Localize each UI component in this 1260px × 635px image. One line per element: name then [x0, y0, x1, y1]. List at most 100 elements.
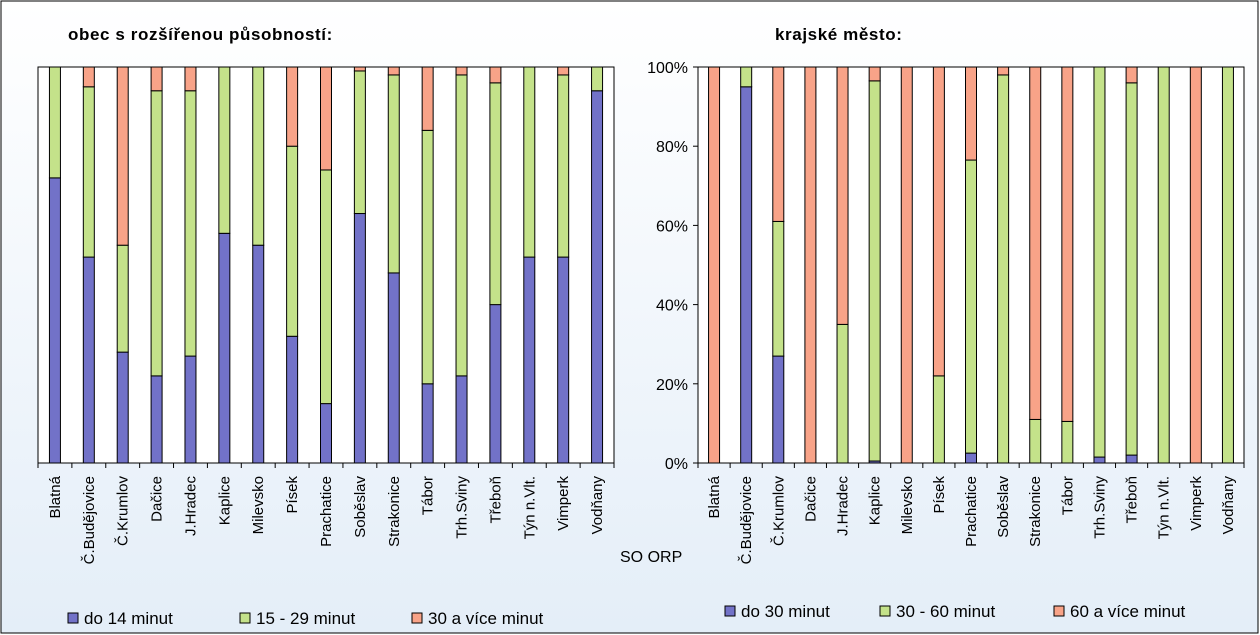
bar-segment: [82, 66, 95, 88]
bar-segment: [1061, 420, 1074, 464]
bar-segment: [455, 74, 468, 377]
bar-segment: [708, 66, 721, 464]
x-tick-label: Č.Budějovice: [81, 476, 98, 564]
bar-segment: [1125, 454, 1138, 464]
bar-segment: [997, 66, 1010, 76]
bar-segment: [772, 66, 785, 222]
bar-segment: [184, 355, 197, 464]
chart-left: obec s rozšířenou působností: Blatná Č.Bu…: [37, 25, 615, 628]
chart-right-title: krajské město:: [775, 25, 902, 44]
bar-segment: [1029, 418, 1042, 464]
bar-segment: [421, 383, 434, 464]
y-tick-label: 20%: [656, 377, 688, 394]
bar-segment: [868, 66, 881, 82]
x-tick-label: J.Hradec: [183, 476, 200, 537]
legend-swatch: [724, 605, 736, 617]
legend-swatch: [879, 605, 891, 617]
bar-segment: [286, 145, 299, 337]
bar-segment: [1093, 456, 1106, 464]
x-tick-label: Tábor: [1059, 476, 1076, 515]
bar-segment: [557, 256, 570, 464]
legend-label: do 30 minut: [741, 602, 830, 621]
x-tick-label: Vimperk: [1188, 476, 1205, 531]
y-tick-label: 40%: [656, 298, 688, 315]
y-tick-label: 60%: [656, 218, 688, 235]
bar-segment: [387, 66, 400, 76]
x-tick-label: Týn n.Vlt.: [1156, 476, 1173, 539]
legend-right: do 30 minut 30 - 60 minut 60 a více minut: [724, 602, 1186, 621]
legend-swatch: [411, 612, 423, 624]
bar-segment: [997, 74, 1010, 464]
y-tick-label: 0%: [665, 456, 688, 473]
x-tick-label: J.Hradec: [835, 476, 852, 537]
bar-segment: [489, 304, 502, 464]
bar-segment: [1029, 66, 1042, 420]
bar-segment: [150, 90, 163, 377]
bar-segment: [387, 74, 400, 274]
bar-segment: [1093, 66, 1106, 458]
bar-segment: [353, 66, 366, 72]
bar-segment: [836, 323, 849, 464]
legend-swatch: [1053, 605, 1065, 617]
x-tick-label: Strakonice: [1027, 476, 1044, 547]
bar-segment: [965, 159, 977, 454]
x-tick-label: Prachatice: [963, 476, 980, 547]
x-tick-label: Dačice: [802, 476, 819, 522]
x-tick-label: Č.Budějovice: [738, 476, 755, 564]
bar-segment: [320, 169, 332, 405]
bar-segment: [772, 220, 785, 357]
bar-segment: [591, 66, 604, 92]
bars-left: [48, 66, 604, 464]
legend-left: do 14 minut 15 - 29 minut 30 a více minut: [67, 609, 544, 628]
x-tick-label: Prachatice: [318, 476, 335, 547]
x-tick-label: Týn n.Vlt.: [521, 476, 538, 539]
legend-swatch: [67, 612, 79, 624]
bar-segment: [48, 66, 61, 179]
x-tick-label: Strakonice: [386, 476, 403, 547]
y-axis-right: 0% 20% 40% 60% 80% 100%: [647, 60, 698, 473]
bar-segment: [557, 74, 570, 258]
bar-segment: [116, 66, 129, 246]
bar-segment: [523, 66, 536, 258]
bar-segment: [421, 129, 434, 385]
bar-segment: [48, 177, 61, 464]
bar-segment: [591, 90, 604, 464]
bar-segment: [1157, 66, 1170, 464]
bar-segment: [965, 452, 977, 464]
bar-segment: [82, 86, 95, 258]
bar-segment: [523, 256, 536, 464]
bar-segment: [836, 66, 849, 325]
bar-segment: [557, 66, 570, 76]
bar-segment: [286, 66, 299, 147]
x-tick-label: Soběslav: [995, 476, 1012, 538]
bar-segment: [184, 90, 197, 357]
bar-segment: [252, 244, 265, 464]
bar-segment: [218, 232, 231, 464]
bar-segment: [150, 375, 163, 464]
x-axis-left: Blatná Č.Budějovice Č.Krumlov Dačice J.Hrade…: [37, 463, 615, 564]
x-tick-label: Vodňany: [1220, 476, 1237, 535]
x-tick-label: Blatná: [706, 475, 723, 518]
bar-segment: [740, 86, 753, 464]
legend-label: 30 - 60 minut: [896, 602, 995, 621]
bar-segment: [804, 66, 817, 464]
bar-segment: [1061, 66, 1074, 422]
chart-right: krajské město: 0% 20% 40% 60% 80% 100% Blatná…: [620, 25, 1245, 621]
legend-label: 60 a více minut: [1070, 602, 1186, 621]
bar-segment: [455, 375, 468, 464]
bar-segment: [320, 66, 332, 171]
y-tick-label: 100%: [647, 60, 688, 77]
bar-segment: [965, 66, 977, 161]
bar-segment: [900, 66, 913, 464]
x-tick-label: Tábor: [420, 476, 437, 515]
bar-segment: [286, 335, 299, 464]
x-tick-label: Soběslav: [352, 476, 369, 538]
bar-segment: [353, 213, 366, 464]
bar-segment: [116, 351, 129, 464]
bar-segment: [387, 272, 400, 464]
x-axis-right: Blatná Č.Budějovice Č.Krumlov Dačice J.Hrade…: [697, 463, 1245, 564]
x-tick-label: Třeboň: [487, 476, 504, 524]
bar-segment: [740, 66, 753, 88]
bar-segment: [1125, 66, 1138, 84]
